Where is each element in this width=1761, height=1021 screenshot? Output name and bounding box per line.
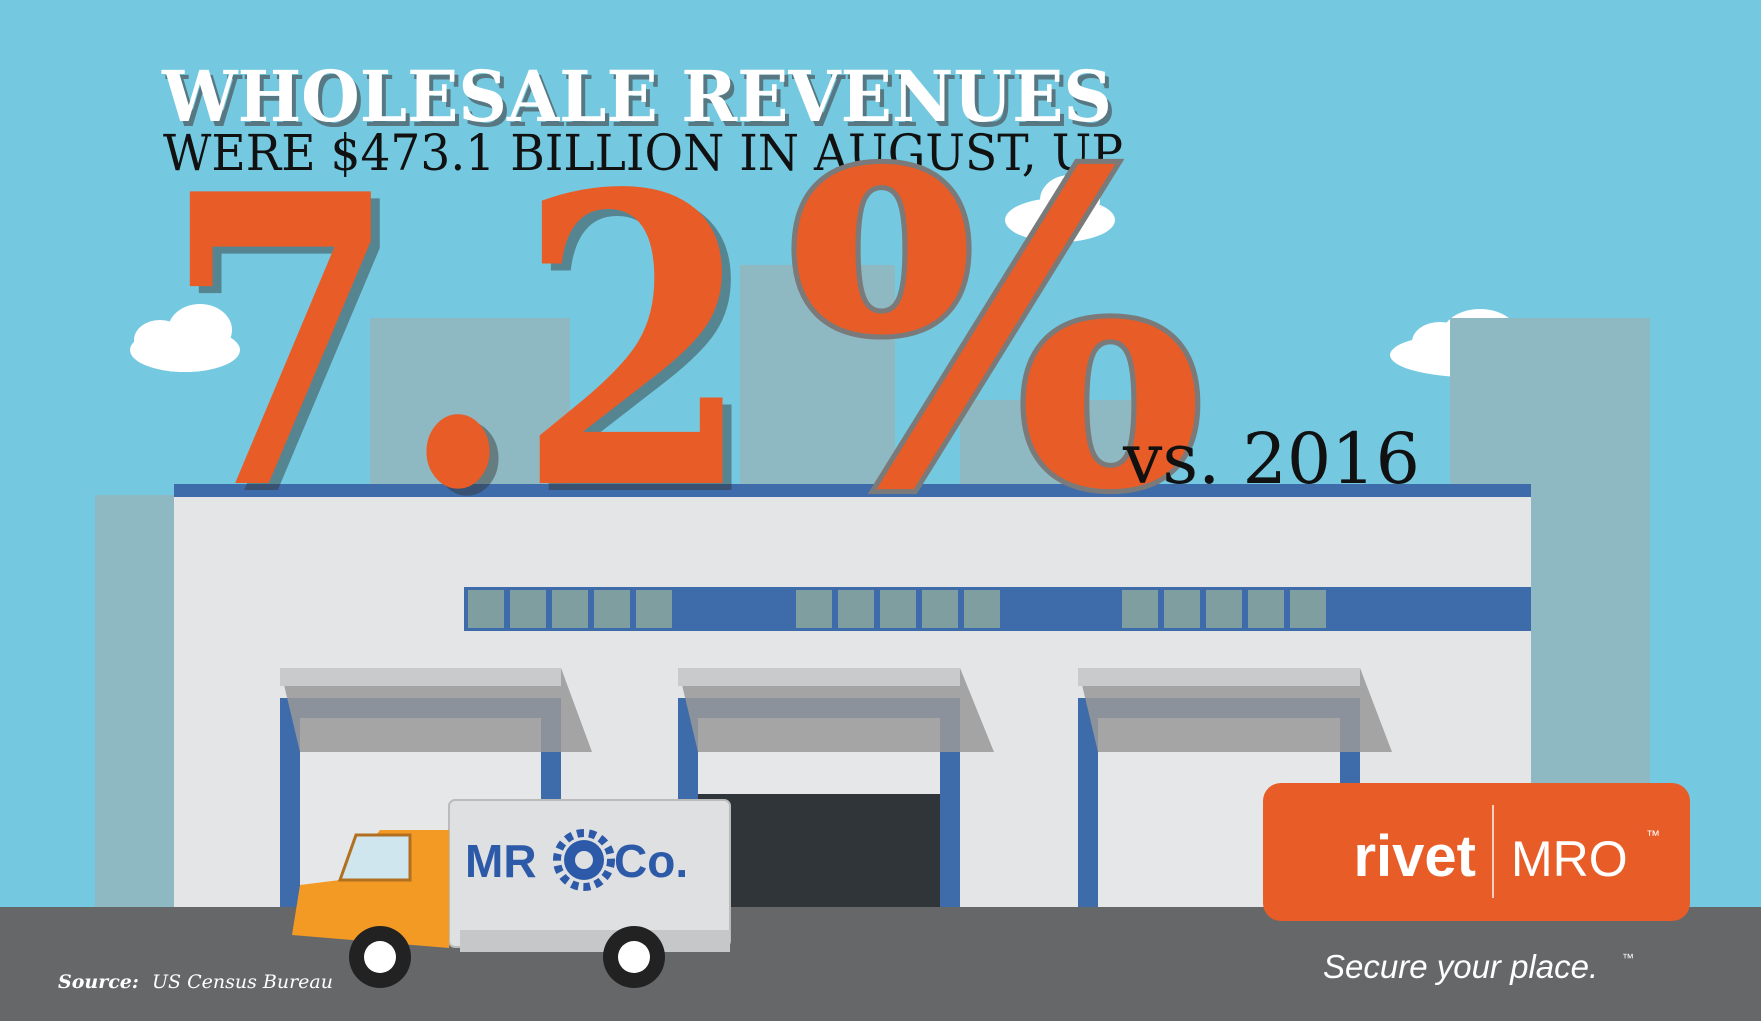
figure: 7.2 [163, 108, 753, 578]
tagline-trademark: ™ [1622, 951, 1634, 965]
subtitle: WERE $473.1 BILLION IN AUGUST, UP [163, 124, 1123, 182]
figure-shadow: 7.2 [172, 115, 762, 585]
logo-box [1263, 783, 1690, 921]
title: WHOLESALE REVENUES [161, 55, 1112, 138]
logo-trademark: ™ [1646, 827, 1660, 843]
source-text: US Census Bureau [152, 971, 333, 993]
logo-left: rivet [1353, 824, 1476, 889]
figure-symbol: % [786, 80, 1206, 585]
title-shadow: WHOLESALE REVENUES [165, 60, 1116, 143]
logo-right: MRO [1511, 831, 1628, 887]
window-strip [464, 587, 1531, 631]
truck-brand-left: MR [465, 835, 537, 887]
truck-brand-right: Co. [614, 835, 688, 887]
roof [174, 484, 1531, 497]
tagline: Secure your place. [1323, 948, 1598, 985]
source-label: Source: [58, 971, 139, 993]
comparison: vs. 2016 [1122, 418, 1420, 500]
truck: MR Co. [292, 799, 731, 988]
